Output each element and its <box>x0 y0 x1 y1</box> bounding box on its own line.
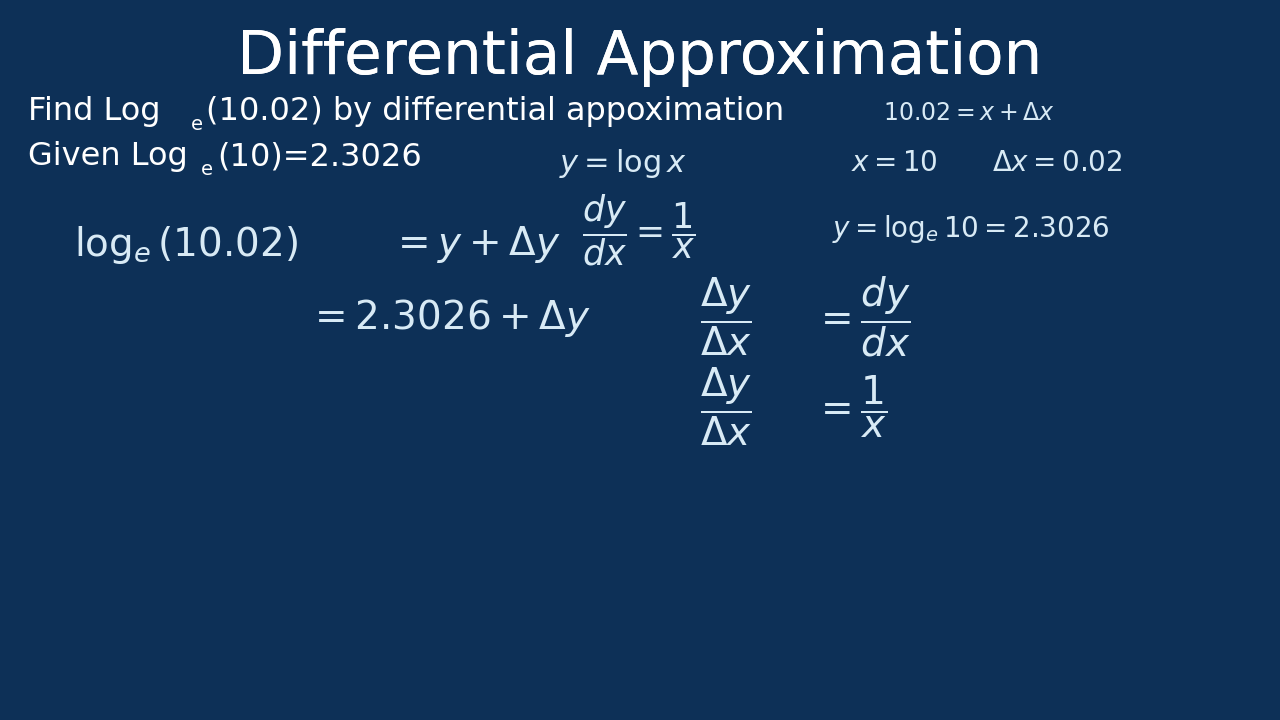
Text: $\dfrac{\Delta y}{\Delta x}$: $\dfrac{\Delta y}{\Delta x}$ <box>700 366 753 448</box>
Text: Find Log: Find Log <box>28 96 161 127</box>
Text: $y = \log x$: $y = \log x$ <box>559 147 687 180</box>
Text: e: e <box>191 115 202 134</box>
Text: $= \dfrac{dy}{dx}$: $= \dfrac{dy}{dx}$ <box>813 275 910 359</box>
Text: $x = 10$: $x = 10$ <box>851 150 938 177</box>
Text: $= \dfrac{1}{x}$: $= \dfrac{1}{x}$ <box>813 374 887 440</box>
Text: (10.02) by differential appoximation: (10.02) by differential appoximation <box>206 96 785 127</box>
Text: $= 2.3026 + \Delta y$: $= 2.3026 + \Delta y$ <box>307 297 590 339</box>
Text: $\Delta x = 0.02$: $\Delta x = 0.02$ <box>992 150 1123 177</box>
Text: Differential Approximation: Differential Approximation <box>237 28 1043 87</box>
Text: $= y + \Delta y$: $= y + \Delta y$ <box>390 225 561 265</box>
Text: e: e <box>201 161 212 179</box>
Text: $\log_e(10.02)$: $\log_e(10.02)$ <box>74 224 298 266</box>
Text: $10.02 = x + \Delta x$: $10.02 = x + \Delta x$ <box>883 101 1055 125</box>
Text: Given Log: Given Log <box>28 141 188 173</box>
Text: $\dfrac{dy}{dx} = \dfrac{1}{x}$: $\dfrac{dy}{dx} = \dfrac{1}{x}$ <box>582 192 696 269</box>
Text: (10)=2.3026: (10)=2.3026 <box>218 141 422 173</box>
Text: $y = \log_e 10 = 2.3026$: $y = \log_e 10 = 2.3026$ <box>832 213 1110 245</box>
Text: Differential Approximation: Differential Approximation <box>237 28 1043 87</box>
Text: $\dfrac{\Delta y}{\Delta x}$: $\dfrac{\Delta y}{\Delta x}$ <box>700 276 753 358</box>
